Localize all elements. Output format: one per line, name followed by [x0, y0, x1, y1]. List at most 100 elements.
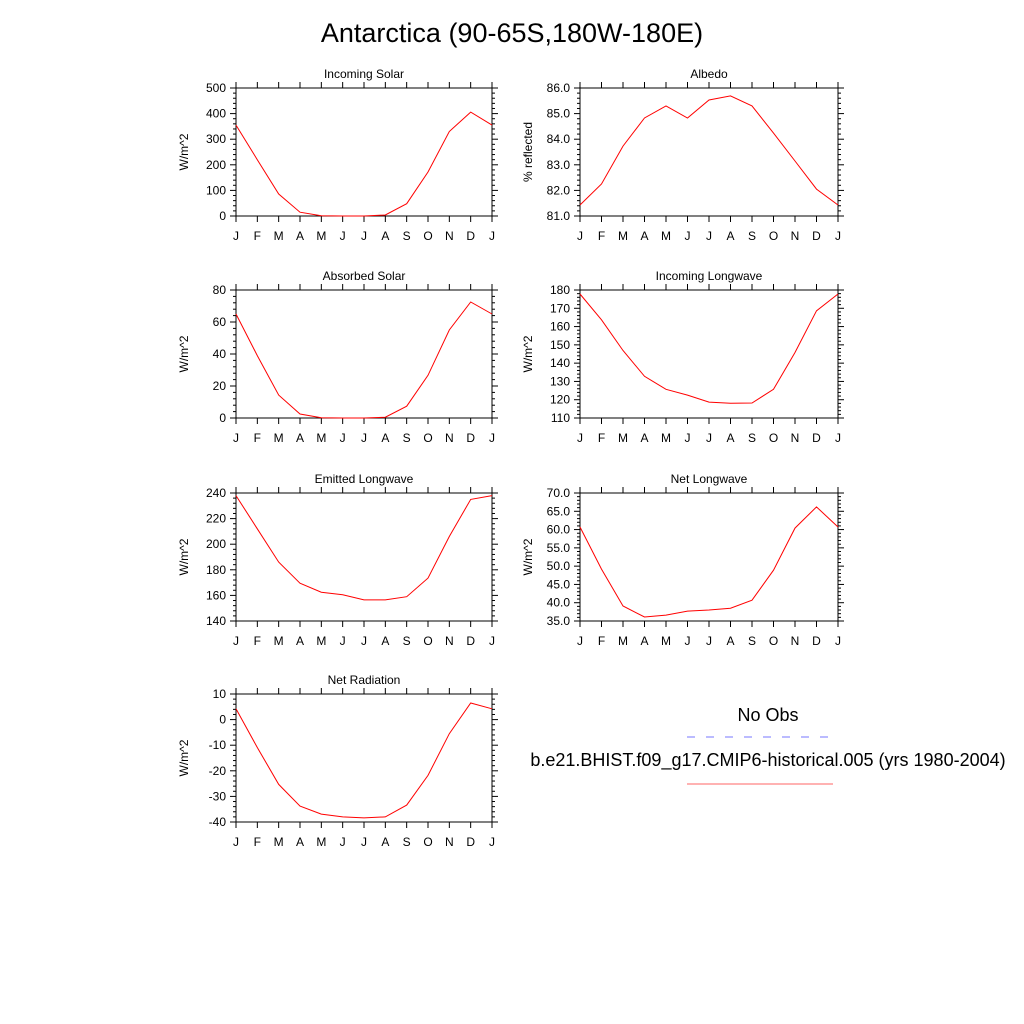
series-line [579, 95, 839, 206]
series-line [235, 702, 493, 819]
plot-frame [235, 87, 493, 217]
figure-title: Antarctica (90-65S,180W-180E) [320, 18, 704, 48]
x-tick-label: M [618, 431, 628, 445]
x-tick-label: M [661, 431, 671, 445]
y-tick-label: 170 [550, 301, 570, 315]
x-tick-label: M [274, 835, 284, 849]
y-tick-label: 65.0 [547, 504, 571, 518]
y-axis-label: W/m^2 [521, 335, 535, 372]
x-tick-label: J [340, 431, 346, 445]
plot-frame [579, 289, 839, 419]
series-line [579, 506, 839, 618]
x-tick-label: A [640, 229, 648, 243]
y-axis-label: % reflected [521, 122, 535, 182]
x-tick-label: S [748, 431, 756, 445]
x-tick-label: A [381, 634, 389, 648]
y-tick-label: 500 [206, 81, 226, 95]
x-tick-label: J [233, 431, 239, 445]
x-tick-label: J [835, 229, 841, 243]
x-tick-label: F [598, 634, 605, 648]
y-tick-label: 130 [550, 374, 570, 388]
y-tick-label: 200 [206, 158, 226, 172]
x-tick-label: J [233, 835, 239, 849]
y-tick-label: 300 [206, 132, 226, 146]
panel-title: Emitted Longwave [315, 472, 414, 486]
x-tick-label: N [445, 229, 454, 243]
x-tick-label: A [296, 835, 304, 849]
x-tick-label: O [769, 431, 778, 445]
x-tick-label: M [274, 229, 284, 243]
x-tick-label: F [254, 634, 261, 648]
x-tick-label: J [361, 634, 367, 648]
y-tick-label: 70.0 [547, 486, 571, 500]
x-tick-label: J [489, 634, 495, 648]
x-tick-label: N [791, 229, 800, 243]
y-tick-label: 80 [213, 283, 227, 297]
y-tick-label: 120 [550, 393, 570, 407]
y-tick-label: 160 [550, 320, 570, 334]
y-tick-label: 83.0 [547, 158, 571, 172]
x-tick-label: M [661, 229, 671, 243]
series-line [235, 111, 493, 217]
y-tick-label: 180 [550, 283, 570, 297]
x-tick-label: D [466, 835, 475, 849]
plot-frame [235, 492, 493, 622]
x-tick-label: J [706, 229, 712, 243]
y-tick-label: 84.0 [547, 132, 571, 146]
y-tick-label: -40 [209, 815, 227, 829]
y-tick-label: 110 [551, 411, 570, 425]
x-tick-label: J [706, 431, 712, 445]
x-tick-label: S [403, 634, 411, 648]
panel-title: Incoming Solar [324, 67, 404, 81]
x-tick-label: J [835, 634, 841, 648]
y-tick-label: 85.0 [547, 107, 571, 121]
y-tick-label: 10 [213, 687, 227, 701]
x-tick-label: J [361, 835, 367, 849]
y-tick-label: 55.0 [547, 541, 571, 555]
y-tick-label: 160 [206, 588, 226, 602]
x-tick-label: A [381, 835, 389, 849]
x-tick-label: J [340, 634, 346, 648]
x-tick-label: J [361, 431, 367, 445]
x-tick-label: A [296, 431, 304, 445]
x-tick-label: D [466, 229, 475, 243]
x-tick-label: S [403, 229, 411, 243]
y-tick-label: 0 [219, 713, 226, 727]
y-tick-label: 140 [206, 614, 226, 628]
x-tick-label: A [640, 431, 648, 445]
x-tick-label: O [423, 229, 432, 243]
x-tick-label: J [340, 835, 346, 849]
panel-title: Absorbed Solar [323, 269, 406, 283]
y-tick-label: 0 [219, 411, 226, 425]
y-tick-label: 220 [206, 512, 226, 526]
x-tick-label: O [423, 634, 432, 648]
series-line [579, 293, 839, 404]
x-tick-label: O [423, 431, 432, 445]
x-tick-label: S [748, 229, 756, 243]
x-tick-label: M [274, 634, 284, 648]
y-tick-label: 140 [550, 356, 570, 370]
x-tick-label: F [254, 229, 261, 243]
y-axis-label: W/m^2 [177, 739, 191, 776]
x-tick-label: J [361, 229, 367, 243]
x-tick-label: J [685, 229, 691, 243]
x-tick-label: N [791, 431, 800, 445]
y-tick-label: 240 [206, 486, 226, 500]
x-tick-label: J [340, 229, 346, 243]
x-tick-label: O [769, 229, 778, 243]
y-tick-label: 40.0 [547, 596, 571, 610]
y-tick-label: 81.0 [547, 209, 571, 223]
y-tick-label: 200 [206, 537, 226, 551]
plot-frame [579, 492, 839, 622]
y-axis-label: W/m^2 [177, 133, 191, 170]
panel-title: Net Longwave [671, 472, 748, 486]
x-tick-label: M [316, 229, 326, 243]
y-tick-label: -30 [209, 789, 227, 803]
